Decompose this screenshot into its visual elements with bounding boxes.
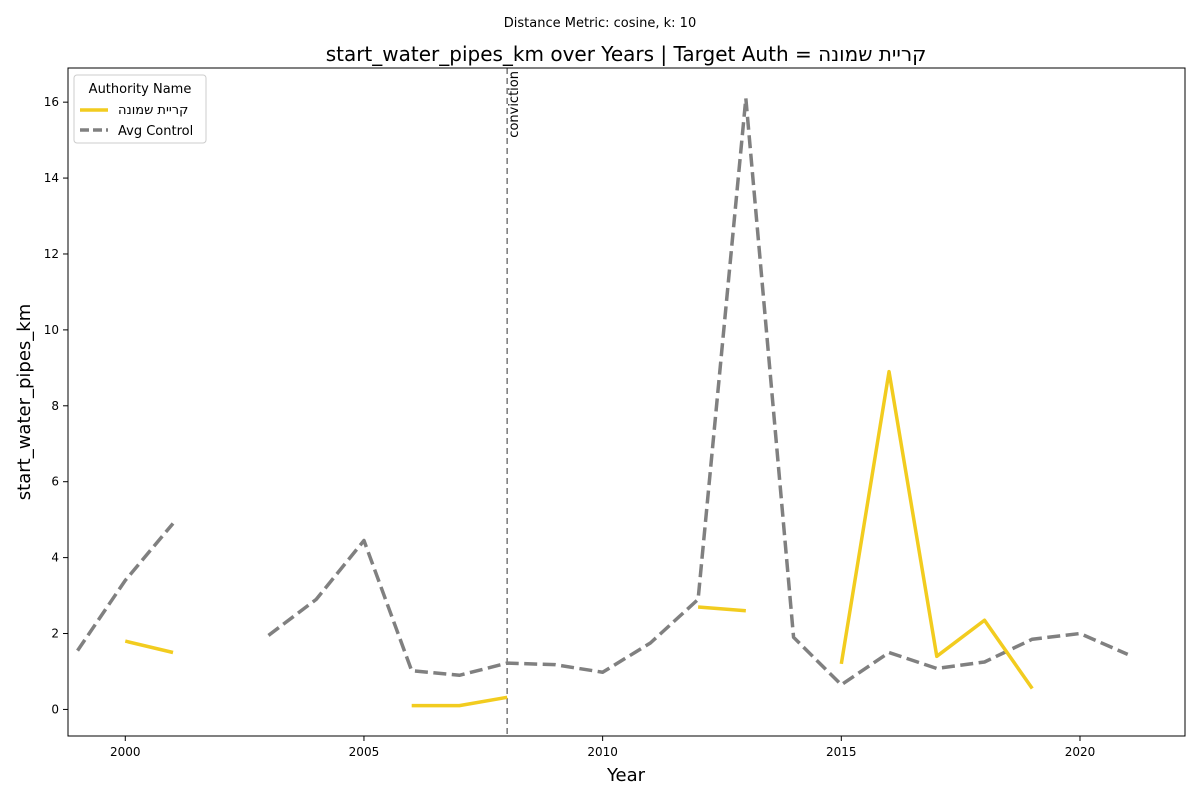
series-line-target xyxy=(839,369,1034,690)
legend-frame xyxy=(73,74,207,144)
y-tick-label: 0 xyxy=(51,702,59,716)
series-line-control xyxy=(76,522,175,652)
x-axis-label: Year xyxy=(606,765,646,786)
series-line-target xyxy=(697,605,746,613)
axes-frame xyxy=(67,67,1186,737)
y-tick-label: 16 xyxy=(44,95,59,109)
x-tick-label: 2020 xyxy=(1065,745,1096,759)
y-axis-label: start_water_pipes_km xyxy=(14,304,35,500)
series-line-target xyxy=(124,639,174,655)
chart-suptitle: Distance Metric: cosine, k: 10 xyxy=(504,16,696,31)
series-layer xyxy=(76,68,1129,736)
y-axis: 0 2 4 6 8 10 12 14 16 xyxy=(44,95,68,716)
x-tick-label: 2010 xyxy=(587,745,618,759)
series-line-target xyxy=(411,695,508,708)
series-line-control xyxy=(267,96,1129,687)
plot-area: conviction xyxy=(76,68,1129,736)
x-tick-label: 2005 xyxy=(349,745,380,759)
x-axis: 2000 2005 2010 2015 2020 xyxy=(110,736,1095,759)
legend-label-control: Avg Control xyxy=(118,124,193,139)
x-tick-label: 2015 xyxy=(826,745,857,759)
chart-title: start_water_pipes_km over Years | Target… xyxy=(326,42,927,66)
y-tick-label: 10 xyxy=(44,323,59,337)
legend: Authority Name קריית שמונה Avg Control xyxy=(73,74,207,144)
y-tick-label: 2 xyxy=(51,627,59,641)
y-tick-label: 12 xyxy=(44,247,59,261)
x-tick-label: 2000 xyxy=(110,745,141,759)
y-tick-label: 8 xyxy=(51,399,59,413)
y-tick-label: 6 xyxy=(51,475,59,489)
y-tick-label: 14 xyxy=(44,171,59,185)
y-tick-label: 4 xyxy=(51,551,59,565)
conviction-label: conviction xyxy=(507,71,522,138)
legend-label-target: קריית שמונה xyxy=(118,103,188,118)
legend-title: Authority Name xyxy=(89,82,192,97)
